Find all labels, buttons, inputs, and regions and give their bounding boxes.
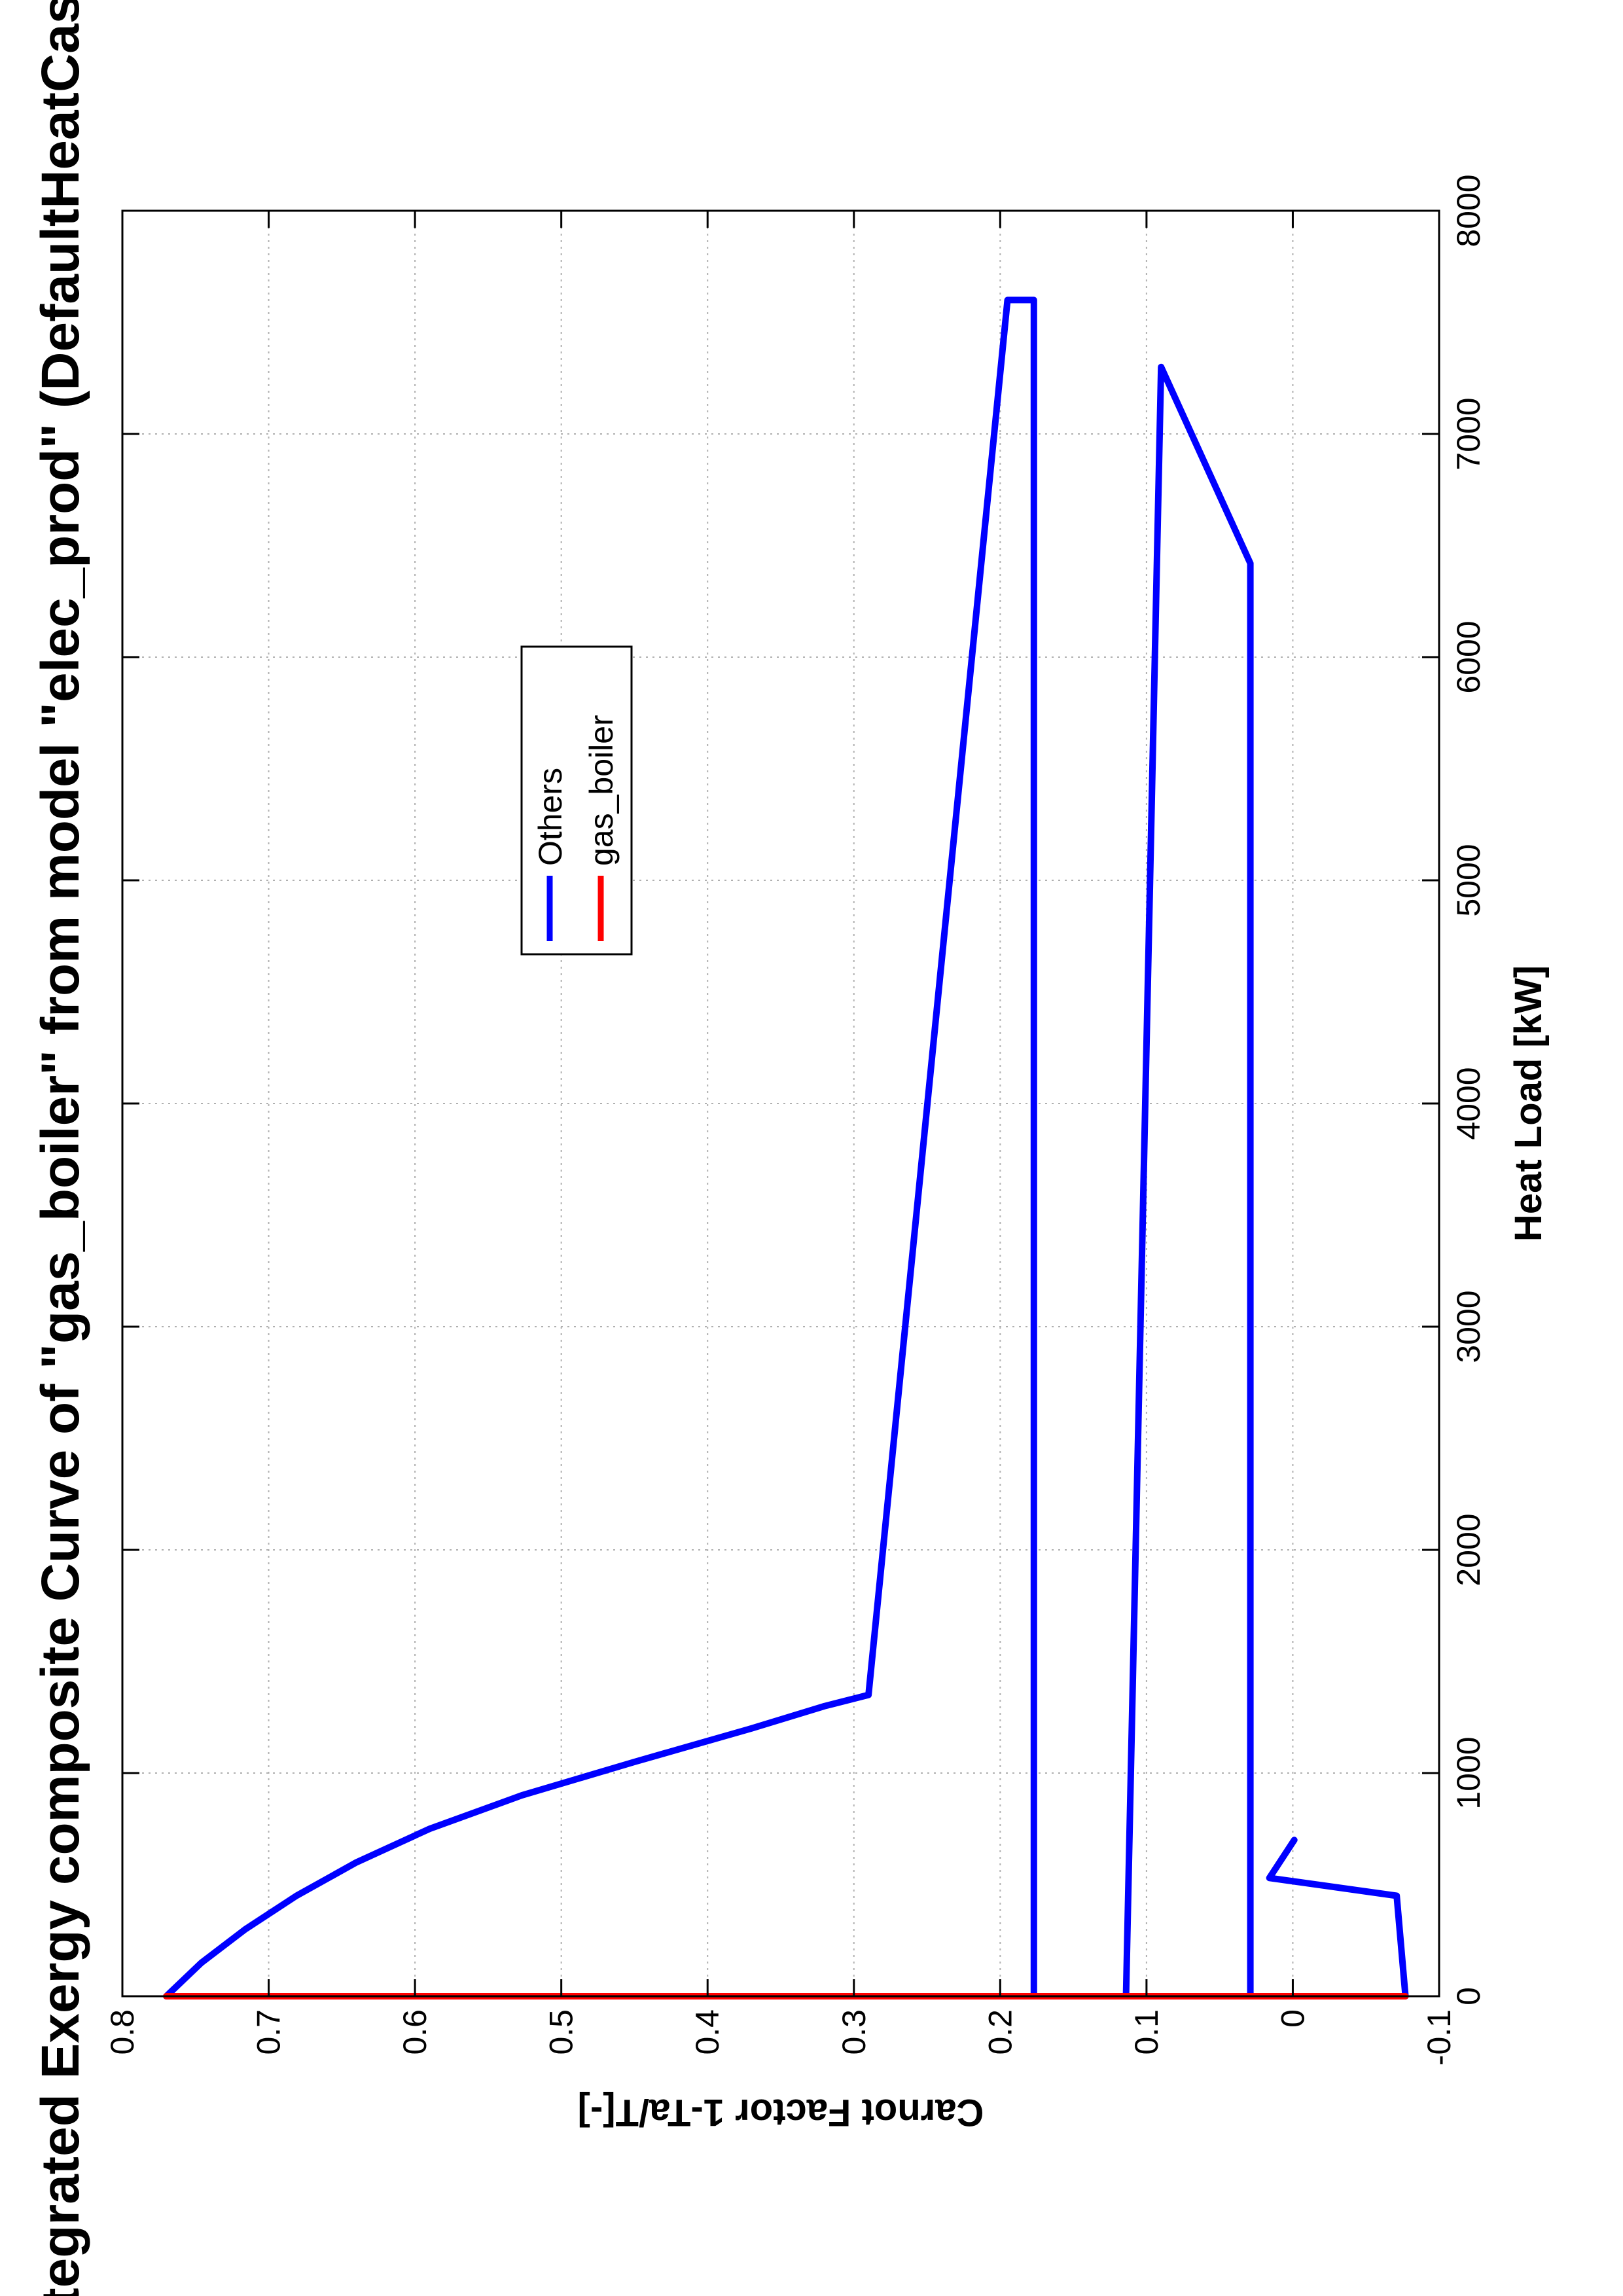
y-tick-label: 0: [1274, 2009, 1311, 2028]
x-tick-label: 2000: [1450, 1513, 1487, 1586]
y-tick-label: 0.4: [689, 2009, 726, 2055]
y-tick-label: 0.7: [251, 2009, 287, 2055]
legend-label-others: Others: [532, 768, 569, 866]
y-tick-label: 0.5: [543, 2009, 580, 2055]
y-axis-title: Carnot Factor 1-Ta/T[-]: [578, 2091, 984, 2134]
y-tick-label: 0.3: [836, 2009, 872, 2055]
y-tick-label: 0.6: [397, 2009, 433, 2055]
legend-label-gas-boiler: gas_boiler: [583, 715, 620, 866]
axis-ticks: 0 1000 2000 3000 4000 5000 6000 7000 8000 -0.1 0 0.…: [104, 174, 1487, 2066]
x-tick-label: 1000: [1450, 1736, 1487, 1809]
x-tick-label: 6000: [1450, 620, 1487, 693]
series-line-others: [163, 296, 1409, 2000]
y-tick-label: 0.1: [1128, 2009, 1165, 2055]
x-tick-label: 5000: [1450, 844, 1487, 916]
chart-title: Integrated Exergy composite Curve of "ga…: [31, 0, 90, 2296]
x-axis-title: Heat Load [kW]: [1507, 965, 1550, 1242]
x-tick-label: 7000: [1450, 397, 1487, 470]
legend: Others gas_boiler: [520, 645, 633, 956]
y-tick-label: 0.2: [982, 2009, 1018, 2055]
x-tick-label: 3000: [1450, 1290, 1487, 1363]
y-tick-label: -0.1: [1421, 2009, 1457, 2066]
x-tick-label: 0: [1450, 1987, 1487, 2005]
x-tick-label: 8000: [1450, 174, 1487, 247]
x-tick-label: 4000: [1450, 1067, 1487, 1139]
y-tick-label: 0.8: [104, 2009, 141, 2055]
